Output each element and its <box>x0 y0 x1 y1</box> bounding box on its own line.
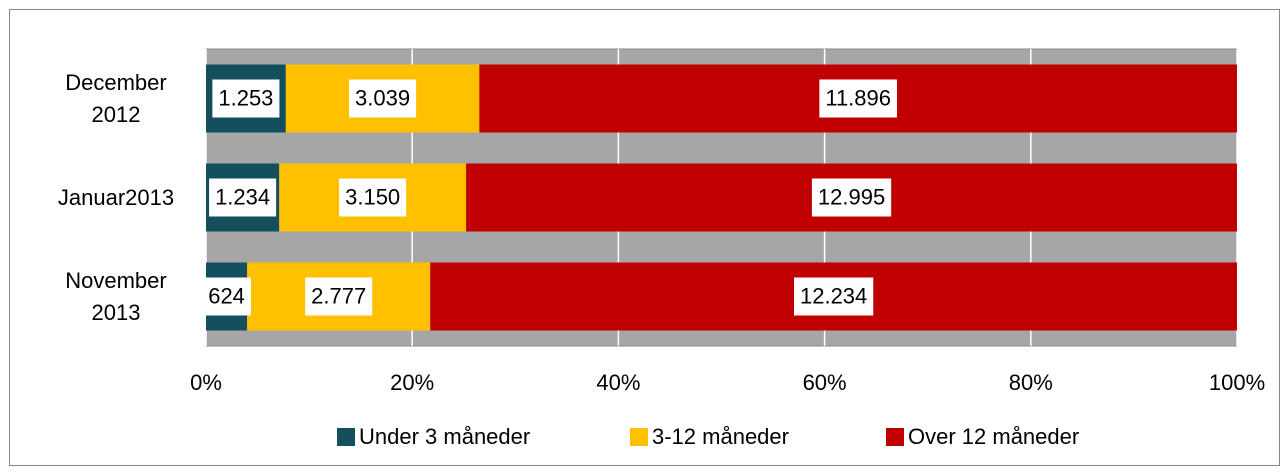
data-label-box <box>793 277 874 316</box>
legend-label: Under 3 måneder <box>359 424 530 449</box>
legend-swatch <box>886 428 904 446</box>
data-label: 1.253 <box>218 85 273 110</box>
legend-label: 3-12 måneder <box>652 424 789 449</box>
data-label-box <box>209 178 277 217</box>
y-tick-label: November 2013 <box>65 267 167 325</box>
y-tick-label: December 2012 <box>65 69 167 127</box>
data-label: 12.234 <box>800 283 867 308</box>
data-label: 3.150 <box>345 184 400 209</box>
data-label: 2.777 <box>311 283 366 308</box>
legend-swatch <box>630 428 648 446</box>
x-tick-label: 60% <box>803 370 847 395</box>
data-label-box <box>349 79 417 118</box>
legend-swatch <box>337 428 355 446</box>
x-tick-label: 0% <box>190 370 222 395</box>
data-label: 11.896 <box>825 85 891 110</box>
data-label-box <box>305 277 373 316</box>
x-tick-label: 80% <box>1009 370 1053 395</box>
x-tick-label: 20% <box>390 370 434 395</box>
data-label-box <box>212 79 280 118</box>
data-label-box <box>202 277 251 316</box>
legend-label: Over 12 måneder <box>908 424 1079 449</box>
x-tick-label: 100% <box>1209 370 1265 395</box>
data-label: 1.234 <box>215 184 270 209</box>
data-label-box <box>819 79 898 118</box>
data-label-box <box>811 178 892 217</box>
y-tick-label: Januar2013 <box>57 184 175 210</box>
data-label-box <box>339 178 407 217</box>
data-label: 12.995 <box>818 184 885 209</box>
data-label: 624 <box>208 283 245 308</box>
data-label: 3.039 <box>355 85 410 110</box>
x-tick-label: 40% <box>596 370 640 395</box>
